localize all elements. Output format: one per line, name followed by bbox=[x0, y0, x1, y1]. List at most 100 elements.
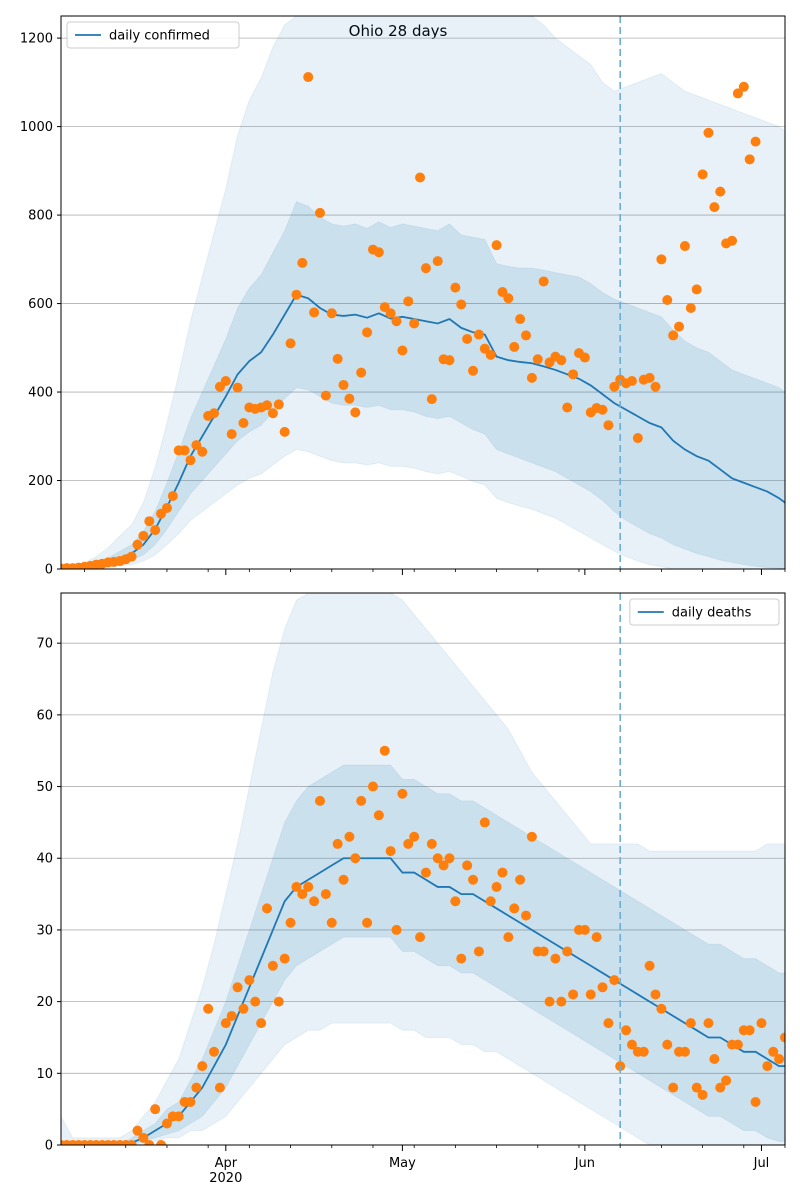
data-point bbox=[191, 440, 202, 451]
data-point bbox=[456, 953, 467, 964]
legend-box bbox=[629, 598, 780, 626]
data-point bbox=[503, 293, 514, 304]
data-point bbox=[373, 810, 384, 821]
data-point bbox=[403, 296, 414, 307]
data-point bbox=[579, 352, 590, 363]
data-point bbox=[344, 393, 355, 404]
band-inner bbox=[61, 764, 785, 1145]
legend-box bbox=[66, 21, 240, 49]
data-point bbox=[479, 343, 490, 354]
data-point bbox=[432, 853, 443, 864]
data-point bbox=[774, 1053, 785, 1064]
data-point bbox=[526, 831, 537, 842]
panel-daily-confirmed: 0 200 400 600 800 1000 1200 daily confirmed bbox=[20, 0, 786, 578]
data-point bbox=[314, 795, 325, 806]
data-point bbox=[244, 975, 255, 986]
data-point bbox=[397, 345, 408, 356]
data-point bbox=[750, 1096, 761, 1107]
legend: daily deaths bbox=[629, 598, 780, 626]
data-point bbox=[220, 375, 231, 386]
data-point bbox=[715, 1082, 726, 1093]
data-point bbox=[144, 516, 155, 527]
data-point bbox=[285, 338, 296, 349]
data-point bbox=[291, 881, 302, 892]
data-point bbox=[732, 1039, 743, 1050]
data-point bbox=[650, 381, 661, 392]
data-point bbox=[238, 1003, 249, 1014]
chart-title: Ohio 28 days bbox=[349, 22, 448, 40]
x-year-label: 2020 bbox=[209, 1171, 242, 1186]
data-point bbox=[450, 282, 461, 293]
legend-label: daily confirmed bbox=[109, 29, 210, 44]
data-point bbox=[138, 530, 149, 541]
data-point bbox=[603, 420, 614, 431]
data-point bbox=[132, 1125, 143, 1136]
data-point bbox=[556, 355, 567, 366]
data-point bbox=[303, 72, 314, 83]
data-point bbox=[521, 330, 532, 341]
data-point bbox=[768, 0, 778, 5]
data-point bbox=[426, 838, 437, 849]
data-point bbox=[626, 1039, 637, 1050]
data-point bbox=[303, 881, 314, 892]
data-point bbox=[338, 874, 349, 885]
data-point bbox=[297, 257, 308, 268]
data-point bbox=[579, 924, 590, 935]
data-point bbox=[697, 1089, 708, 1100]
data-point bbox=[391, 316, 402, 327]
data-point bbox=[132, 539, 143, 550]
data-point bbox=[738, 81, 749, 92]
data-point bbox=[420, 263, 431, 274]
data-point bbox=[173, 1111, 184, 1122]
data-point bbox=[497, 287, 508, 298]
x-tick-label: Jul bbox=[753, 1156, 770, 1171]
data-point bbox=[385, 846, 396, 857]
data-point bbox=[279, 426, 290, 437]
data-point bbox=[762, 1061, 773, 1072]
data-point bbox=[409, 318, 420, 329]
plot-area bbox=[61, 0, 785, 569]
data-point bbox=[156, 1140, 167, 1145]
series-line bbox=[61, 857, 785, 1145]
data-point bbox=[509, 903, 520, 914]
data-point bbox=[379, 302, 390, 313]
data-point bbox=[356, 367, 367, 378]
data-point bbox=[709, 202, 720, 213]
data-point bbox=[780, 1032, 785, 1043]
data-point bbox=[644, 372, 655, 383]
x-tick-label: May bbox=[389, 1156, 416, 1171]
data-point bbox=[626, 375, 637, 386]
data-point bbox=[226, 1010, 237, 1021]
data-point bbox=[285, 917, 296, 928]
data-point bbox=[197, 1061, 208, 1072]
series-line bbox=[61, 293, 785, 569]
data-point bbox=[703, 1018, 714, 1029]
data-point bbox=[161, 1118, 172, 1129]
y-tick-label: 70 bbox=[36, 637, 53, 652]
data-point bbox=[350, 853, 361, 864]
data-point bbox=[685, 302, 696, 313]
data-point bbox=[291, 289, 302, 300]
data-point bbox=[391, 924, 402, 935]
data-point bbox=[562, 402, 573, 413]
y-tick-label: 10 bbox=[36, 1067, 53, 1082]
y-tick-label: 60 bbox=[36, 708, 53, 723]
data-point bbox=[332, 838, 343, 849]
data-point bbox=[468, 365, 479, 376]
data-point bbox=[197, 446, 208, 457]
data-point bbox=[691, 284, 702, 295]
data-point bbox=[138, 1132, 149, 1143]
data-point bbox=[126, 1140, 137, 1145]
data-point bbox=[415, 172, 426, 183]
data-point bbox=[715, 186, 726, 197]
data-point bbox=[426, 394, 437, 405]
data-point bbox=[621, 1025, 632, 1036]
data-point bbox=[756, 1018, 767, 1029]
data-point bbox=[679, 241, 690, 252]
data-point bbox=[220, 1018, 231, 1029]
data-point bbox=[144, 1140, 155, 1145]
data-point bbox=[462, 333, 473, 344]
data-point bbox=[603, 1018, 614, 1029]
band-outer bbox=[61, 16, 785, 569]
data-point bbox=[532, 354, 543, 365]
